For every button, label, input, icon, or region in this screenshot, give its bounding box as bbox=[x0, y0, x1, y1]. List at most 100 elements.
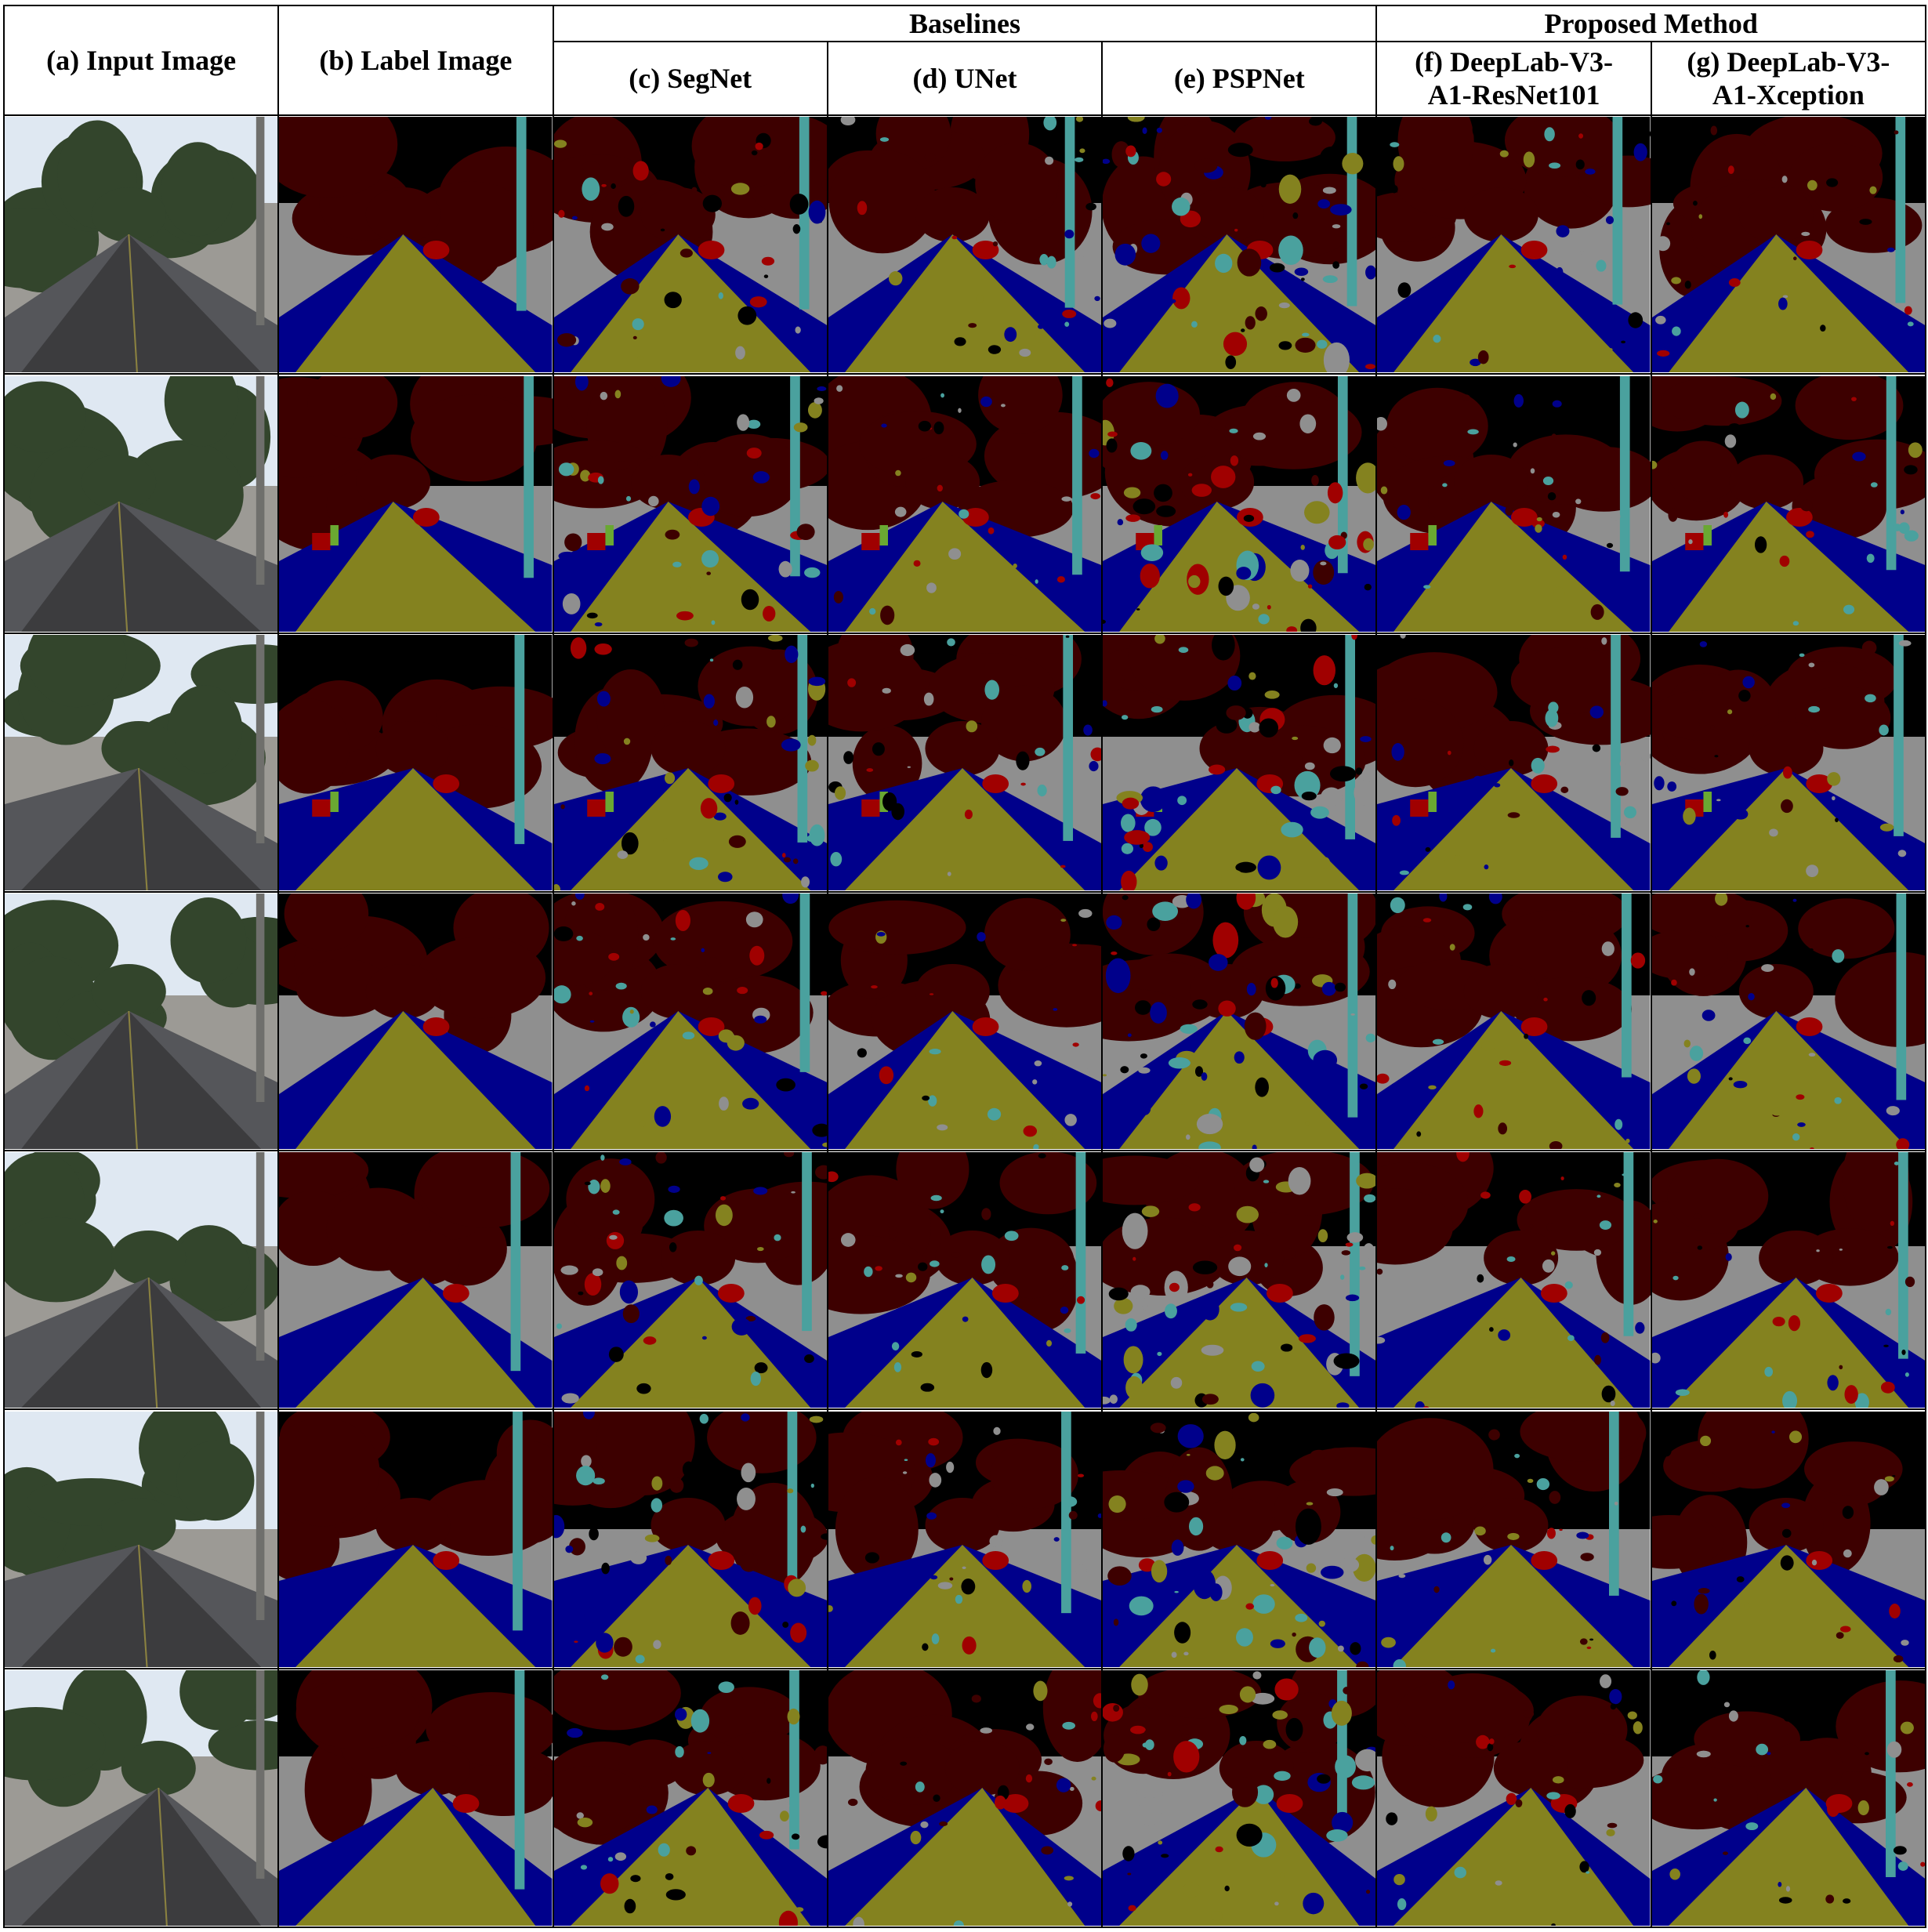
prediction-noise bbox=[1363, 538, 1375, 551]
prediction-noise bbox=[1709, 724, 1715, 730]
prediction-noise bbox=[1313, 1049, 1338, 1071]
prediction-noise bbox=[809, 824, 824, 846]
prediction-noise bbox=[1215, 1846, 1223, 1853]
prediction-noise bbox=[1491, 1648, 1496, 1653]
prediction-noise bbox=[727, 1035, 745, 1051]
prediction-noise bbox=[1727, 165, 1734, 175]
road-region bbox=[1119, 234, 1360, 373]
prediction-noise bbox=[1251, 1361, 1265, 1372]
prediction-noise bbox=[879, 137, 890, 143]
prediction-noise bbox=[1390, 897, 1406, 914]
deeplab-xception-output-cell bbox=[1650, 373, 1927, 634]
pole-region bbox=[789, 375, 800, 576]
prediction-noise bbox=[1894, 1162, 1899, 1166]
prediction-noise bbox=[597, 475, 604, 484]
prediction-noise bbox=[931, 1633, 940, 1644]
prediction-noise bbox=[1900, 509, 1904, 514]
prediction-noise bbox=[1495, 1880, 1503, 1886]
prediction-noise bbox=[1306, 1501, 1314, 1506]
vegetation-region bbox=[416, 937, 546, 1019]
prediction-noise bbox=[1639, 669, 1651, 679]
prediction-noise bbox=[1060, 865, 1066, 868]
pole-region bbox=[1060, 1411, 1071, 1613]
prediction-noise bbox=[773, 1234, 781, 1241]
prediction-noise bbox=[1147, 917, 1161, 932]
deeplab-resnet101-output-cell bbox=[1375, 1667, 1652, 1929]
prediction-noise bbox=[882, 792, 897, 811]
prediction-noise bbox=[864, 1267, 873, 1278]
vegetation-region bbox=[296, 959, 391, 1017]
prediction-noise bbox=[1509, 264, 1517, 269]
vegetation-region bbox=[1842, 1152, 1909, 1234]
prediction-noise bbox=[1103, 158, 1111, 165]
prediction-noise bbox=[809, 1415, 823, 1423]
prediction-noise bbox=[1117, 518, 1124, 525]
sidewalk-right bbox=[1511, 1544, 1651, 1667]
prediction-noise bbox=[619, 1280, 638, 1304]
prediction-noise bbox=[1843, 1549, 1852, 1557]
prediction-noise bbox=[586, 612, 598, 618]
prediction-noise bbox=[1866, 553, 1875, 563]
car-region bbox=[1410, 532, 1429, 550]
vegetation-region bbox=[111, 1231, 187, 1286]
vegetation-region bbox=[1209, 1231, 1285, 1286]
prediction-noise bbox=[718, 1096, 729, 1111]
prediction-noise bbox=[800, 1525, 806, 1533]
prediction-noise bbox=[732, 659, 743, 670]
prediction-noise bbox=[1545, 709, 1559, 727]
sidewalk-left bbox=[828, 234, 953, 373]
sidewalk-left bbox=[5, 1787, 159, 1926]
vegetation-region bbox=[1128, 634, 1241, 701]
prediction-noise bbox=[643, 1055, 658, 1071]
prediction-noise bbox=[980, 1362, 993, 1379]
prediction-noise bbox=[1180, 1724, 1194, 1734]
prediction-noise bbox=[701, 948, 705, 953]
input-image-cell bbox=[2, 1408, 280, 1669]
prediction-noise bbox=[1355, 767, 1363, 775]
pole-region bbox=[797, 634, 807, 843]
prediction-noise bbox=[1831, 796, 1836, 800]
prediction-noise bbox=[1873, 1478, 1889, 1495]
deeplab-resnet101-output bbox=[1377, 1411, 1651, 1667]
sidewalk-right bbox=[1531, 1787, 1651, 1926]
prediction-noise bbox=[980, 396, 992, 407]
prediction-noise bbox=[1919, 1861, 1925, 1867]
prediction-noise bbox=[911, 1351, 922, 1358]
prediction-noise bbox=[1553, 400, 1563, 408]
prediction-noise bbox=[1506, 1256, 1517, 1263]
prediction-noise bbox=[833, 590, 843, 604]
prediction-noise bbox=[1728, 1710, 1738, 1722]
prediction-noise bbox=[1046, 256, 1056, 269]
car-region bbox=[452, 1793, 480, 1813]
prediction-noise bbox=[1898, 640, 1912, 647]
label-image-cell bbox=[277, 1408, 554, 1669]
prediction-noise bbox=[1206, 1281, 1214, 1289]
prediction-noise bbox=[1591, 604, 1605, 620]
car-region bbox=[422, 1017, 450, 1037]
prediction-noise bbox=[672, 561, 682, 567]
input-image bbox=[5, 1411, 278, 1667]
prediction-noise bbox=[1108, 1287, 1129, 1301]
prediction-noise bbox=[1046, 1340, 1052, 1347]
sidewalk-right bbox=[148, 1278, 278, 1408]
prediction-noise bbox=[1183, 1882, 1201, 1898]
prediction-noise bbox=[994, 1795, 1006, 1810]
car-region bbox=[707, 1550, 734, 1570]
prediction-noise bbox=[747, 639, 752, 643]
prediction-noise bbox=[1388, 979, 1397, 990]
prediction-noise bbox=[937, 484, 943, 491]
prediction-noise bbox=[1736, 1575, 1745, 1582]
prediction-noise bbox=[1580, 1552, 1595, 1561]
sidewalk-right bbox=[962, 1544, 1102, 1667]
prediction-noise bbox=[1125, 375, 1132, 380]
prediction-noise bbox=[1652, 1774, 1663, 1784]
input-image bbox=[5, 634, 278, 890]
prediction-noise bbox=[1260, 182, 1267, 188]
unet-output-cell bbox=[826, 632, 1104, 893]
prediction-noise bbox=[674, 1745, 684, 1758]
prediction-noise bbox=[1393, 156, 1404, 172]
prediction-noise bbox=[1490, 1683, 1501, 1694]
prediction-noise bbox=[1292, 212, 1299, 219]
pole-region bbox=[510, 1152, 521, 1372]
car-region bbox=[1511, 507, 1538, 527]
